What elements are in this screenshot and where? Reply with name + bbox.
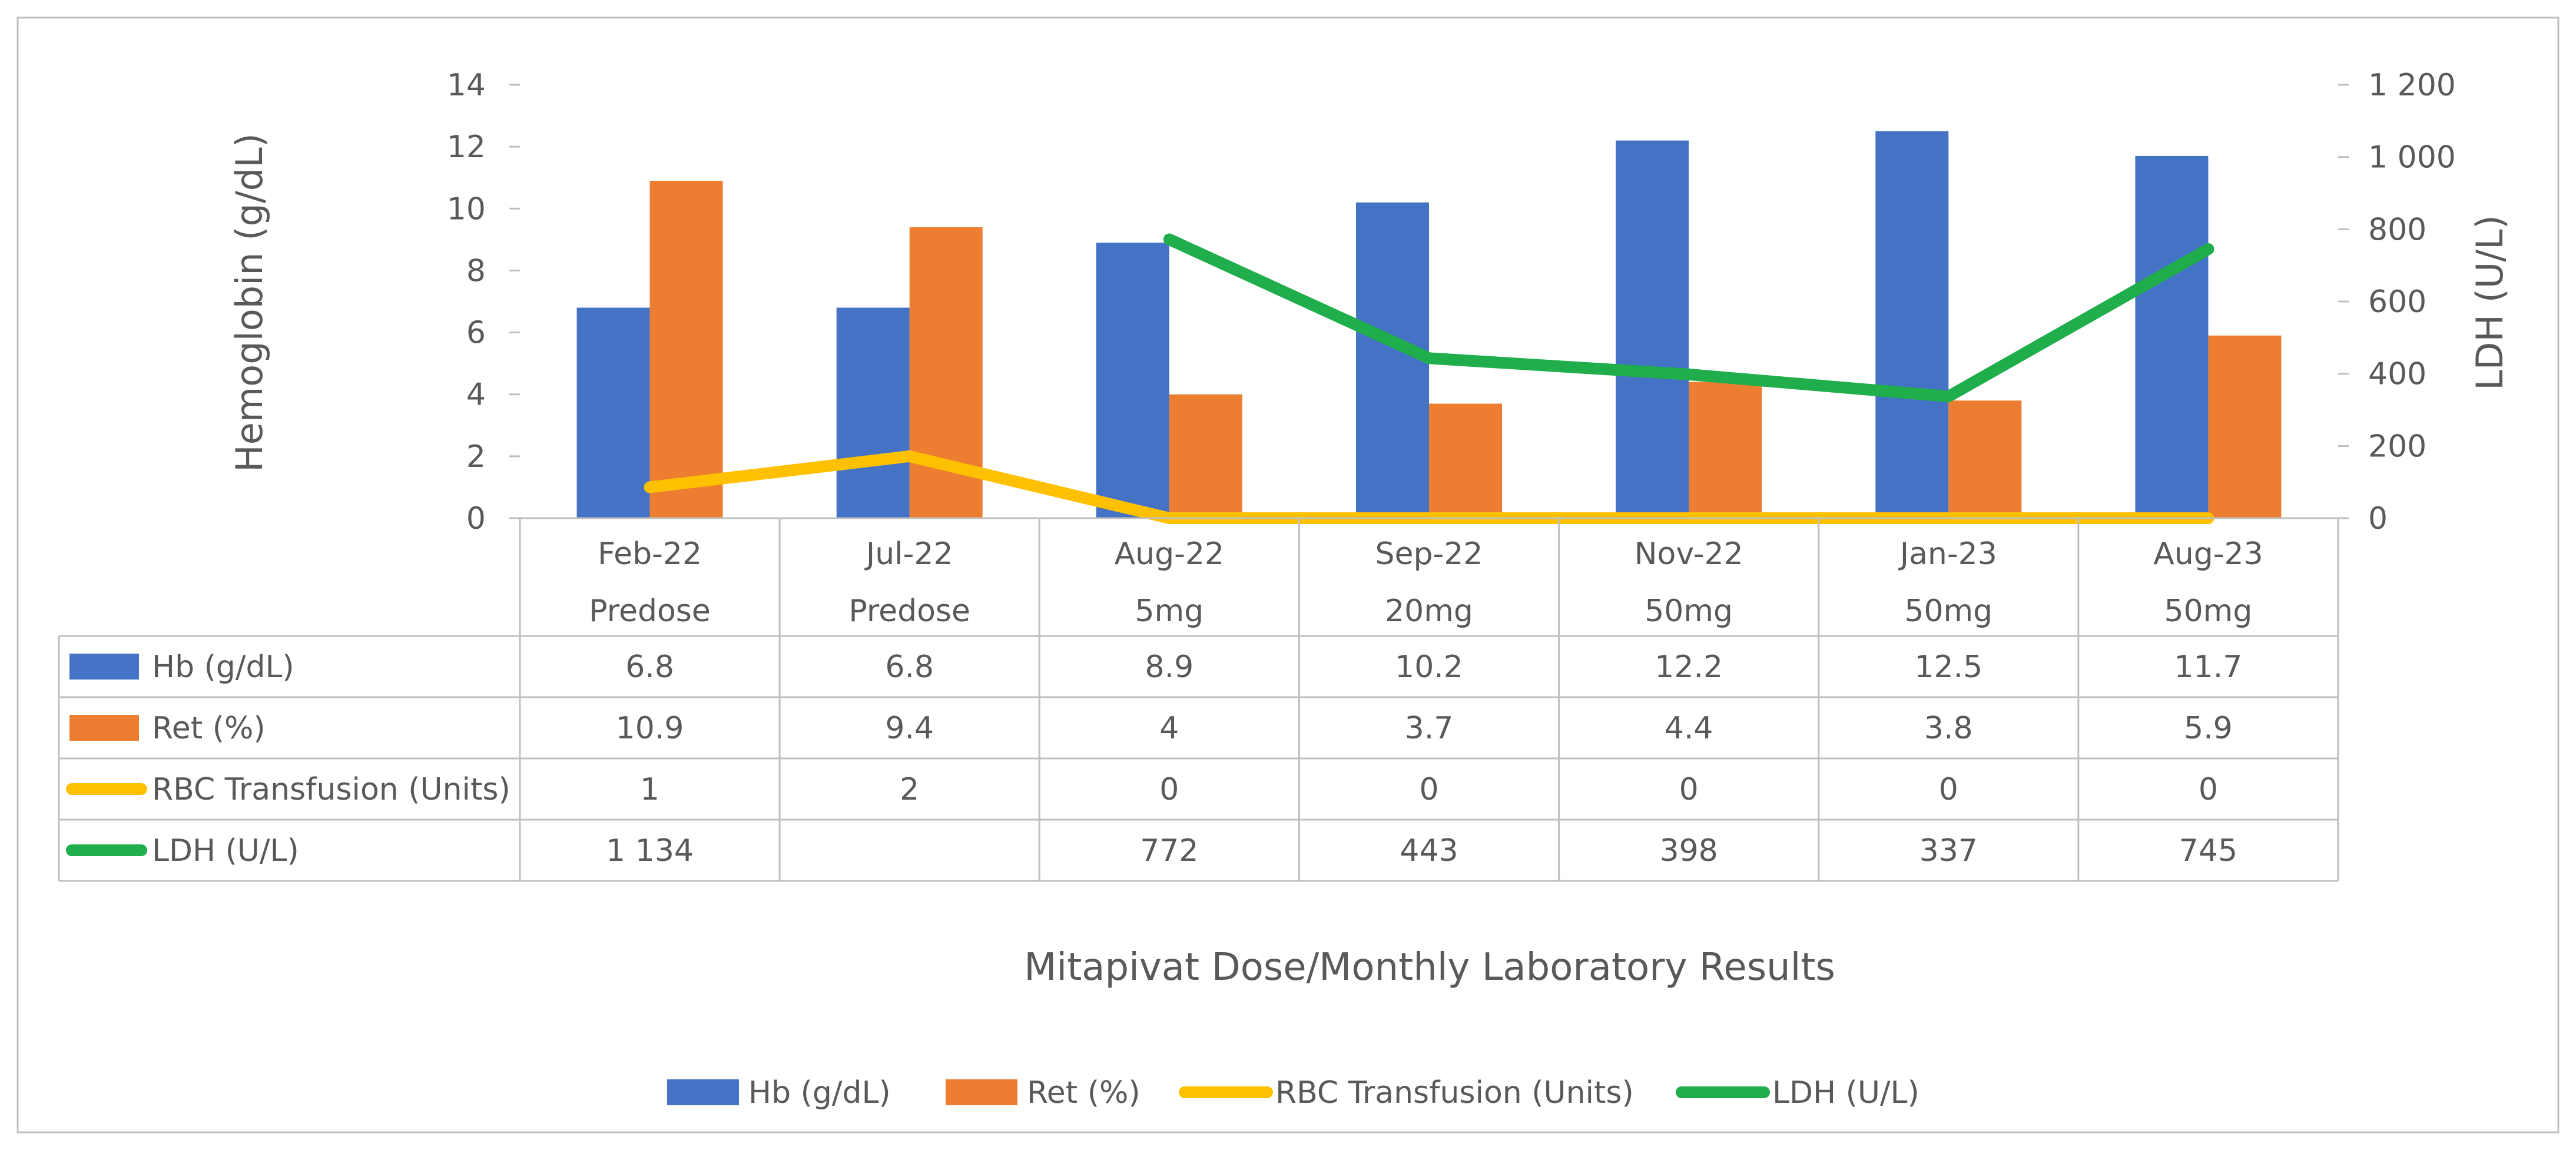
series-line-ldh [1163,233,2214,403]
category-dose-label: Predose [848,594,970,629]
table-cell-value: 8.9 [1145,649,1194,685]
table-key-swatch [69,654,139,680]
table-cell-value: 3.8 [1924,711,1973,746]
table-cell-value: 1 134 [606,833,694,869]
bar-hb [1616,140,1689,519]
category-dose-label: 20mg [1385,594,1473,629]
y-axis-title-right: LDH (U/L) [2468,215,2511,390]
bar-ret [649,180,723,518]
y-tick-label-left: 12 [447,130,486,165]
table-cell-value: 11.7 [2174,649,2243,685]
y-tick-label-right: 1 000 [2368,140,2456,175]
legend-label: RBC Transfusion (Units) [1275,1075,1634,1111]
table-cell-value: 4.4 [1665,711,1713,746]
bar-ret [1689,382,1762,518]
table-cell-value: 0 [1679,772,1699,807]
category-dose-label: 5mg [1135,594,1204,629]
legend-label: LDH (U/L) [1772,1075,1919,1111]
y-tick-label-right: 600 [2368,284,2426,320]
table-cell-value: 745 [2179,833,2237,869]
category-date-label: Nov-22 [1635,536,1743,572]
table-cell-value: 6.8 [885,649,934,685]
category-date-label: Feb-22 [598,536,702,572]
bar-hb [576,307,650,518]
bar-hb [2135,155,2209,518]
category-date-label: Aug-23 [2153,536,2263,572]
bar-series [576,131,2282,519]
table-row-label: Hb (g/dL) [152,649,294,685]
category-date-label: Aug-22 [1115,536,1224,572]
y-tick-label-left: 6 [466,316,486,351]
y-tick-label-left: 4 [466,377,486,413]
y-tick-label-right: 200 [2368,429,2426,464]
table-cell-value: 443 [1400,833,1458,869]
table-row-label: RBC Transfusion (Units) [152,772,510,807]
bar-ret [1948,400,2022,518]
bar-hb [1096,243,1169,518]
legend-label: Ret (%) [1027,1075,1141,1111]
y-tick-label-left: 0 [466,501,486,536]
table-cell-value: 5.9 [2184,711,2233,746]
table-cell-value: 0 [2199,772,2218,807]
table-cell-value: 12.2 [1655,649,1723,685]
legend-swatch [667,1079,739,1105]
bar-hb [1356,202,1429,518]
table-cell-value: 0 [1159,772,1179,807]
table-cell-value: 0 [1939,772,1958,807]
legend-swatch [946,1079,1017,1105]
table-cell-value: 1 [640,772,659,807]
table-cell-value: 2 [900,772,919,807]
table-cell-value: 12.5 [1914,649,1982,685]
category-dose-label: 50mg [2164,594,2253,629]
line-series [520,233,2338,524]
category-dose-label: 50mg [1645,594,1733,629]
y-tick-label-right: 0 [2368,501,2388,536]
y-axis-left: 0 2 4 6 8 10 12 14 [447,68,520,536]
y-axis-title-left: Hemoglobin (g/dL) [228,133,271,472]
bar-hb [836,307,910,518]
bar-ret [1169,394,1242,518]
chart-border [16,16,2560,1134]
table-row-label: LDH (U/L) [152,833,299,869]
table-cell-value: 337 [1919,833,1978,869]
category-date-label: Jul-22 [864,536,953,572]
y-axis-right: 0 200 400 600 800 1 000 1 200 [2338,68,2456,536]
table-cell-value: 10.9 [616,711,684,746]
category-dose-label: Predose [589,594,711,629]
y-tick-label-left: 14 [447,68,486,103]
y-tick-label-right: 400 [2368,357,2426,392]
category-date-label: Sep-22 [1375,536,1483,572]
legend: Hb (g/dL) Ret (%) RBC Transfusion (Units) L… [667,1075,1919,1111]
table-key-swatch [69,715,139,741]
table-cell-value: 3.7 [1405,711,1454,746]
y-tick-label-right: 800 [2368,212,2426,247]
data-table: Feb-22 Predose Jul-22 Predose Aug-22 5mg Sep-2… [58,518,2339,882]
bar-ret [1429,403,1502,518]
bar-ret [2208,335,2282,518]
legend-label: Hb (g/dL) [748,1075,891,1111]
x-axis-title: Mitapivat Dose/Monthly Laboratory Result… [1024,946,1835,989]
y-tick-label-left: 2 [466,439,486,475]
bar-hb [1875,131,1949,518]
table-cell-value: 4 [1159,711,1179,746]
table-row-label: Ret (%) [152,711,266,746]
table-cell-value: 398 [1660,833,1718,869]
y-tick-label-right: 1 200 [2368,68,2456,103]
y-tick-label-left: 8 [466,253,486,289]
table-cell-value: 10.2 [1395,649,1463,685]
table-cell-value: 0 [1419,772,1438,807]
category-date-label: Jan-23 [1898,536,1997,572]
category-dose-label: 50mg [1904,594,1992,629]
table-cell-value: 9.4 [885,711,934,746]
table-cell-value: 772 [1140,833,1198,869]
table-cell-value: 6.8 [625,649,674,685]
y-tick-label-left: 10 [447,191,486,227]
